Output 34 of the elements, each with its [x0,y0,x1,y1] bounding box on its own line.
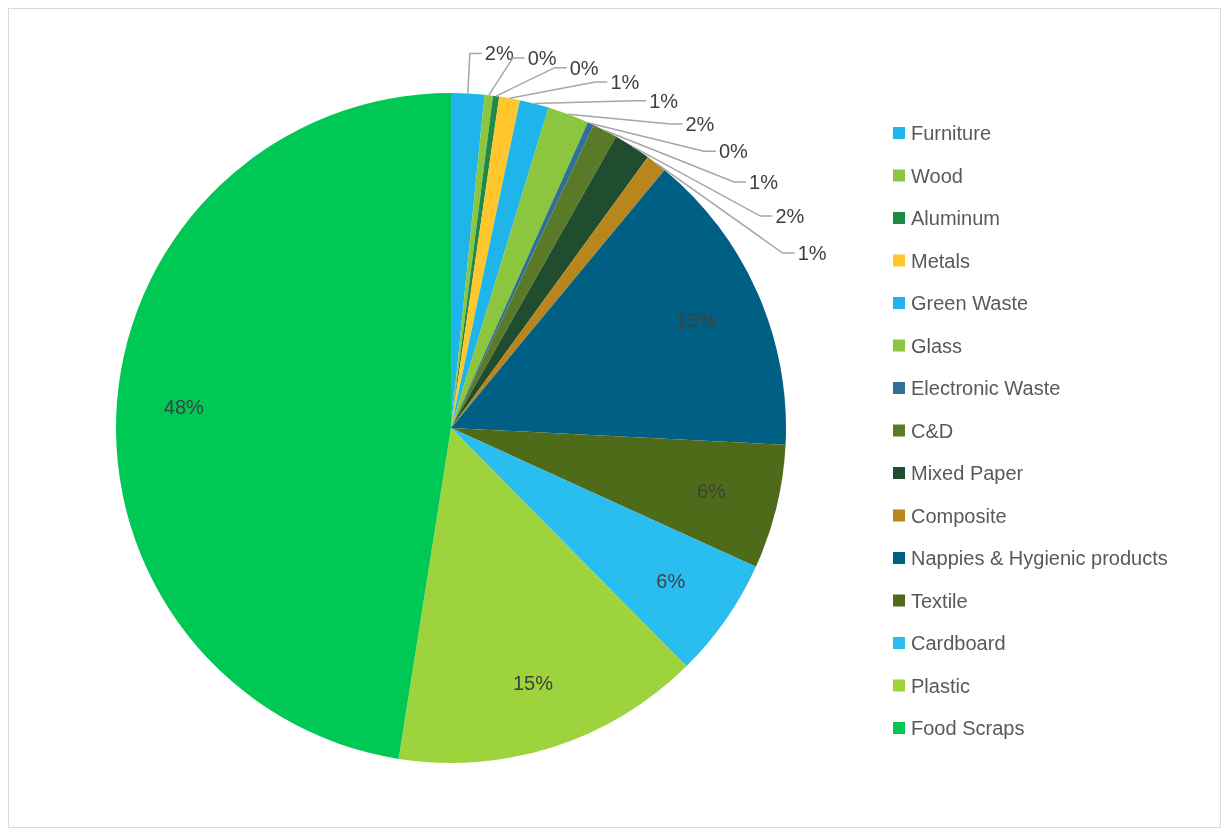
legend-label: Electronic Waste [911,377,1061,399]
data-label: 1% [610,70,640,93]
legend-label: Food Scraps [911,717,1025,739]
data-label: 1% [649,89,679,112]
data-label: 2% [685,112,715,135]
legend-label: Mixed Paper [911,462,1024,484]
data-label: 0% [569,56,599,79]
legend-label: Textile [911,589,968,612]
data-label: 1% [797,242,827,264]
legend-label: Composite [911,504,1007,527]
legend-label: Glass [911,334,963,357]
data-label: 48% [163,395,205,418]
legend-label: Cardboard [911,632,1006,654]
legend-label: Furniture [911,122,992,144]
data-label: 15% [676,309,717,332]
legend-label: Plastic [911,674,970,697]
data-label: 0% [718,140,749,163]
data-label: 6% [656,570,686,593]
legend-label: Aluminum [911,207,1000,229]
pie-slice [116,93,451,759]
pie-slice [451,96,520,428]
data-label: 0% [527,47,557,70]
pie-slice [451,428,786,567]
legend-label: Wood [911,164,963,187]
legend-label: Nappies & Hygienic products [911,547,1168,569]
data-label: 15% [513,672,554,695]
legend-label: Metals [911,249,970,272]
pie-slice [451,428,756,667]
data-label: 2% [484,42,514,65]
data-label: 1% [749,170,779,193]
data-label: 2% [775,205,805,228]
pie-slice [398,428,687,763]
legend-label: Green Waste [911,292,1029,314]
legend-label: C&D [911,419,954,442]
